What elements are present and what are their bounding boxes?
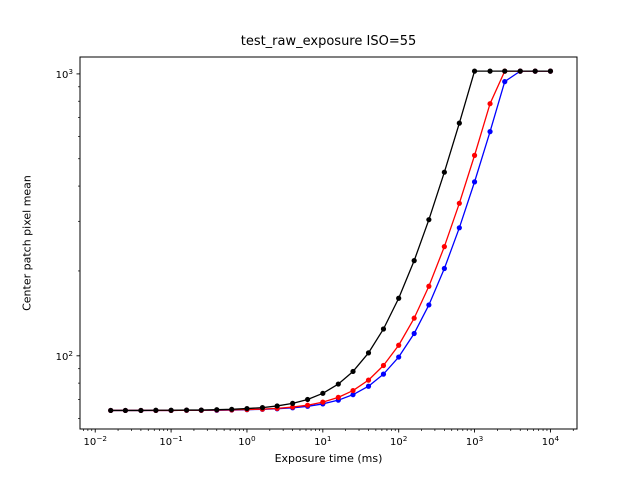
series-black-marker — [380, 326, 387, 332]
x-axis-label: Exposure time (ms) — [274, 452, 383, 465]
series-black-marker — [244, 405, 250, 412]
series-black-marker — [108, 407, 114, 414]
series-black-marker — [305, 396, 311, 403]
series-red-marker — [305, 402, 311, 408]
series-red-marker — [426, 283, 432, 289]
series-black-marker — [532, 68, 538, 74]
series-black-marker — [335, 381, 341, 387]
series-black-marker — [487, 68, 493, 74]
series-red-marker — [335, 394, 341, 400]
series-red-marker — [396, 342, 402, 348]
series-red-marker — [471, 152, 478, 158]
series-black-marker — [198, 407, 204, 413]
series-red-marker — [350, 387, 356, 394]
x-tick-label: 104 — [542, 434, 560, 448]
series-black-marker — [138, 407, 144, 414]
series-black-marker — [290, 400, 296, 406]
series-blue-marker — [456, 225, 462, 231]
series-blue-marker — [471, 179, 478, 185]
series-black-marker — [274, 403, 280, 409]
y-tick-label: 103 — [56, 67, 74, 81]
series-blue-marker — [350, 392, 356, 398]
series-black-marker — [547, 68, 554, 74]
series-blue-marker — [487, 129, 493, 135]
series-blue-marker — [411, 330, 417, 337]
series-blue-marker — [396, 354, 402, 360]
x-tick-label: 10−1 — [159, 434, 183, 448]
series-black-marker — [122, 407, 129, 414]
series-red-marker — [380, 362, 387, 369]
series-black-marker — [365, 350, 372, 356]
series-blue-marker — [380, 371, 387, 377]
series-blue-marker — [365, 383, 372, 389]
series-black-marker — [350, 368, 356, 375]
axes-spines — [79, 56, 578, 430]
series-black-marker — [517, 68, 523, 74]
series-red-marker — [411, 315, 417, 321]
x-tick-label: 102 — [390, 434, 407, 448]
series-red-marker — [290, 404, 296, 410]
series-black-marker — [471, 68, 478, 74]
series-red-marker — [456, 200, 462, 206]
series-black-marker — [214, 407, 220, 413]
series-black-marker — [502, 68, 508, 74]
series-black-marker — [396, 295, 402, 301]
series-black-marker — [426, 217, 432, 223]
series-black-marker — [153, 407, 159, 413]
series-blue-marker — [441, 265, 447, 272]
x-tick-label: 103 — [466, 434, 484, 448]
x-tick-label: 100 — [238, 434, 256, 448]
series-red-marker — [441, 244, 447, 250]
series-red-marker — [487, 101, 493, 107]
series-blue-marker — [502, 79, 508, 85]
series-black-marker — [259, 405, 266, 411]
series-black-marker — [320, 390, 326, 396]
series-red-marker — [320, 399, 326, 405]
chart-title: test_raw_exposure ISO=55 — [240, 34, 417, 49]
series-black-marker — [168, 407, 174, 413]
series-red-line — [110, 70, 551, 412]
y-tick-label: 102 — [56, 349, 73, 363]
series-red-marker — [365, 377, 372, 383]
x-tick-label: 101 — [314, 434, 331, 448]
series-black-marker — [183, 407, 190, 413]
series-black-marker — [229, 406, 235, 412]
x-tick-label: 10−2 — [83, 434, 107, 448]
y-axis-label: Center patch pixel mean — [20, 175, 34, 311]
series-blue-marker — [426, 302, 432, 308]
series-black-marker — [441, 169, 447, 175]
series-black-marker — [411, 258, 417, 264]
series-black-marker — [456, 120, 462, 126]
